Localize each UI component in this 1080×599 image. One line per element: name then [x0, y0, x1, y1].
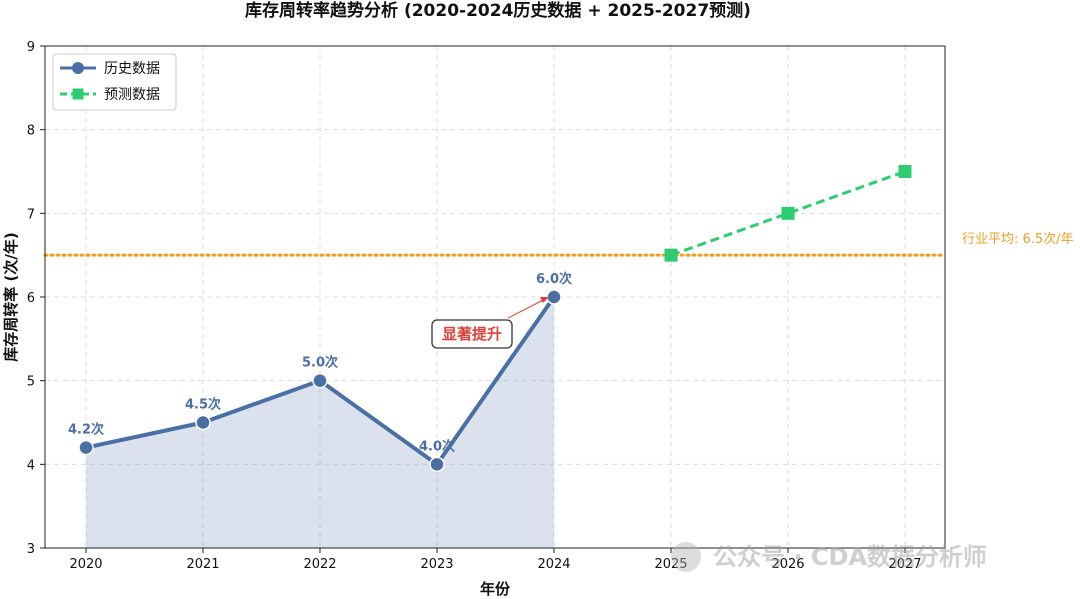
y-axis-label: 库存周转率 (次/年)	[2, 232, 20, 361]
y-tick-label-5: 5	[27, 375, 35, 390]
x-tick-label-2025: 2025	[654, 557, 687, 572]
data-label-2020: 4.2次	[68, 422, 104, 438]
forecast-marker-2025	[664, 248, 678, 262]
series-layer	[78, 165, 912, 473]
wechat-icon	[671, 542, 701, 572]
y-tick-label-4: 4	[27, 458, 35, 473]
watermark-text: 公众号 · CDA数据分析师	[713, 543, 987, 571]
historical-marker-2021	[195, 414, 211, 431]
x-tick-label-2020: 2020	[69, 557, 102, 572]
x-tick-label-2024: 2024	[537, 557, 570, 572]
area-fill-layer	[86, 297, 554, 548]
historical-marker-2024	[546, 289, 562, 305]
x-tick-label-2021: 2021	[186, 557, 219, 572]
x-axis-label: 年份	[480, 580, 511, 598]
legend: 历史数据 预测数据	[52, 53, 177, 111]
chart-title: 库存周转率趋势分析 (2020-2024历史数据 + 2025-2027预测)	[245, 0, 751, 21]
legend-forecast-marker	[72, 88, 84, 100]
legend-forecast-label: 预测数据	[104, 87, 160, 103]
data-labels-layer: 4.2次 4.5次 5.0次 4.0次 6.0次	[68, 271, 572, 454]
forecast-marker-2027	[898, 165, 912, 178]
legend-historical-marker	[72, 62, 84, 74]
x-tick-label-2026: 2026	[771, 557, 804, 572]
y-tick-label-3: 3	[27, 542, 35, 557]
x-axis-ticks: 2020 2021 2022 2023 2024 2025 2026 2027	[69, 548, 922, 572]
data-label-2024: 6.0次	[536, 271, 572, 287]
annotation-text: 显著提升	[442, 325, 502, 343]
y-axis-ticks: 3 4 5 6 7 8 9	[27, 40, 45, 557]
data-label-2021: 4.5次	[185, 397, 221, 413]
annotation-arrowhead	[540, 297, 549, 303]
y-tick-label-8: 8	[27, 124, 35, 139]
reference-line-label: 行业平均: 6.5次/年	[962, 231, 1074, 247]
forecast-marker-2026	[781, 206, 795, 220]
historical-marker-2022	[312, 372, 328, 389]
y-tick-label-6: 6	[27, 291, 35, 306]
historical-marker-2023	[429, 456, 445, 473]
x-tick-label-2023: 2023	[420, 557, 453, 572]
legend-historical-label: 历史数据	[104, 61, 160, 77]
historical-area-fill	[86, 297, 554, 548]
watermark: 公众号 · CDA数据分析师	[671, 542, 987, 572]
y-tick-label-9: 9	[27, 40, 35, 55]
data-label-2023: 4.0次	[419, 438, 455, 454]
annotation: 显著提升	[431, 296, 550, 349]
x-tick-label-2027: 2027	[888, 557, 921, 572]
x-tick-label-2022: 2022	[303, 557, 336, 572]
annotation-box	[431, 319, 513, 349]
y-tick-label-7: 7	[27, 207, 35, 222]
historical-marker-2020	[78, 439, 94, 456]
data-label-2022: 5.0次	[302, 355, 338, 371]
